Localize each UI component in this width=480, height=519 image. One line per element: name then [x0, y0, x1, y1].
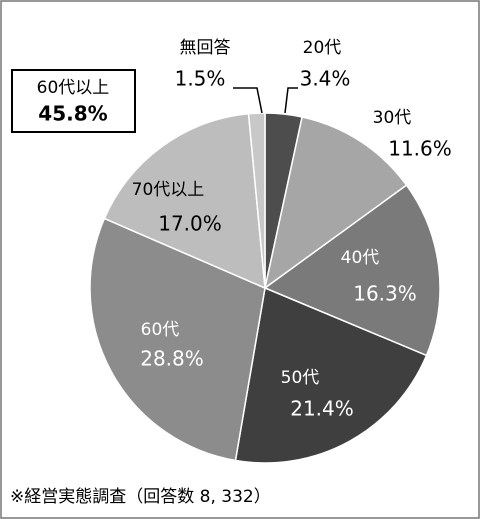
slice-value-label: 21.4%: [290, 397, 354, 421]
pie-slice: [263, 116, 408, 290]
slice-category: 60代: [141, 320, 180, 340]
annotation-value: 45.8%: [38, 102, 107, 126]
slice-value-label: 1.5%: [175, 67, 226, 91]
slice-value-label: 16.3%: [353, 282, 417, 306]
leader-line: [284, 87, 298, 114]
slice-value-label: 11.6%: [388, 137, 452, 161]
slice-value-label: 17.0%: [158, 212, 222, 236]
slice-value-label: 3.4%: [300, 67, 351, 91]
labels: 20代 3.4% 30代 11.6% 40代 16.3% 50代 21.4% 60代 28.8% 7…: [132, 38, 452, 421]
slice-category: 20代: [303, 38, 342, 58]
slice-category: 無回答: [180, 38, 231, 58]
pie: [89, 112, 441, 464]
annotation-box: [11, 69, 136, 133]
slice-category: 50代: [281, 368, 320, 388]
slice-value-label: 28.8%: [140, 347, 204, 371]
annotation-title: 60代以上: [37, 78, 110, 98]
slice-category: 40代: [341, 248, 380, 268]
pie-slice: [89, 217, 266, 462]
pie-slice: [234, 286, 428, 464]
pie-slice: [103, 112, 266, 290]
leader-line: [233, 87, 263, 114]
slice-category: 30代: [373, 108, 412, 128]
pie-slice: [263, 184, 441, 357]
footnote: ※経営実態調査（回答数 8, 332）: [10, 487, 271, 507]
slice-category: 70代以上: [132, 180, 205, 200]
pie-slice: [247, 112, 266, 289]
